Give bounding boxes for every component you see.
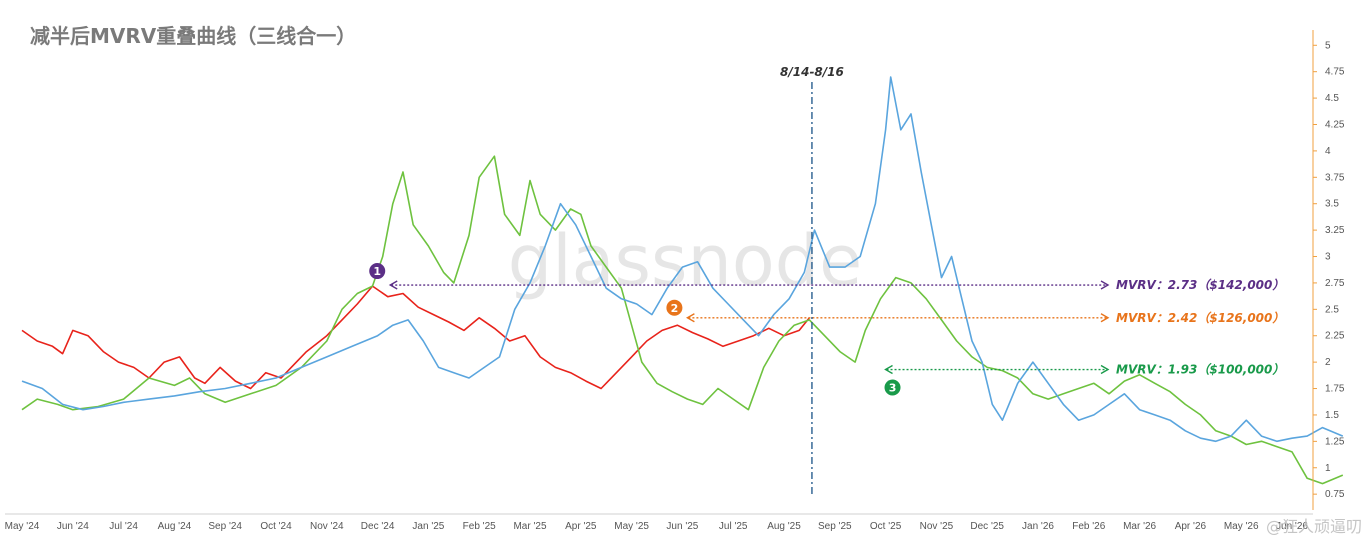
x-tick-label: May '25 [614, 521, 649, 532]
x-tick-label: Dec '24 [361, 521, 395, 532]
y-tick-label: 0.75 [1325, 489, 1345, 500]
y-axis-ticks: 0.75 1 1.25 1.5 1.75 2 2.25 2.5 2.75 3 3.25 3.5 3.75… [1313, 40, 1345, 500]
y-tick-label: 3.75 [1325, 172, 1345, 183]
annotation-marker-number: 1 [373, 265, 381, 278]
y-tick-label: 4.5 [1325, 93, 1339, 104]
annotation-arrowhead-left [685, 313, 695, 323]
x-tick-label: Mar '25 [513, 521, 546, 532]
series-group [21, 76, 1344, 485]
x-tick-label: Nov '25 [920, 521, 954, 532]
annotation-marker-number: 2 [671, 302, 679, 315]
annotation-marker [884, 379, 901, 396]
y-tick-label: 1.75 [1325, 384, 1345, 395]
y-tick-label: 1.25 [1325, 436, 1345, 447]
x-tick-label: Jun '25 [666, 521, 698, 532]
annotation-arrowhead-left [388, 280, 398, 290]
annotation-marker [666, 299, 683, 316]
x-tick-label: Feb '26 [1072, 521, 1105, 532]
x-tick-label: Jul '25 [719, 521, 748, 532]
x-tick-label: Feb '25 [463, 521, 496, 532]
chart-title: 减半后MVRV重叠曲线（三线合一） [30, 24, 357, 48]
annotation-arrowhead-left [884, 364, 893, 375]
y-tick-label: 1.5 [1325, 410, 1339, 421]
series-line-1 [21, 155, 1344, 485]
annotation-label: MVRV：1.93（$100,000） [1116, 363, 1284, 377]
annotation-arrowhead-right [1100, 364, 1110, 375]
x-tick-label: May '26 [1224, 521, 1259, 532]
annotation-marker [369, 263, 386, 280]
x-axis-ticks: May '24 Jun '24 Jul '24 Aug '24 Sep '24 Oct '… [5, 521, 1309, 532]
series-line-2 [21, 76, 1344, 443]
y-tick-label: 2.25 [1325, 331, 1345, 342]
annotation-arrowhead-right [1100, 313, 1110, 323]
y-tick-label: 2.75 [1325, 278, 1345, 289]
x-tick-label: Sep '25 [818, 521, 852, 532]
y-tick-label: 3 [1325, 252, 1331, 263]
x-tick-label: Mar '26 [1123, 521, 1156, 532]
x-tick-label: Jan '26 [1022, 521, 1054, 532]
y-tick-label: 4.25 [1325, 119, 1345, 130]
x-tick-label: Jun '26 [1276, 521, 1308, 532]
x-tick-label: Aug '25 [767, 521, 801, 532]
corner-watermark: @狂人顽逼叨 [1266, 517, 1362, 536]
y-tick-label: 1 [1325, 463, 1331, 474]
x-tick-label: Sep '24 [208, 521, 242, 532]
y-tick-label: 2 [1325, 357, 1331, 368]
x-tick-label: Nov '24 [310, 521, 344, 532]
y-tick-label: 2.5 [1325, 304, 1339, 315]
series-line-0 [21, 285, 811, 390]
x-tick-label: Jul '24 [109, 521, 138, 532]
x-tick-label: Apr '25 [565, 521, 597, 532]
x-tick-label: Jun '24 [57, 521, 89, 532]
annotation-label: MVRV：2.42（$126,000） [1116, 311, 1284, 325]
x-tick-label: Apr '26 [1175, 521, 1207, 532]
annotation-marker-number: 3 [889, 382, 897, 395]
x-tick-label: Oct '25 [870, 521, 902, 532]
x-tick-label: May '24 [5, 521, 40, 532]
x-tick-label: Oct '24 [260, 521, 292, 532]
y-tick-label: 4.75 [1325, 67, 1345, 78]
x-tick-label: Aug '24 [158, 521, 192, 532]
annotation-arrowhead-right [1100, 280, 1110, 290]
x-tick-label: Jan '25 [412, 521, 444, 532]
y-tick-label: 3.25 [1325, 225, 1345, 236]
y-tick-label: 3.5 [1325, 199, 1339, 210]
y-tick-label: 4 [1325, 146, 1331, 157]
annotations-group: MVRV：2.73（$142,000） 1 MVRV：2.42（$126,000） 2… [369, 263, 1284, 396]
event-label: 8/14-8/16 [780, 65, 844, 79]
y-tick-label: 5 [1325, 40, 1331, 51]
annotation-label: MVRV：2.73（$142,000） [1116, 278, 1284, 292]
glassnode-watermark: glassnode [508, 220, 862, 302]
x-tick-label: Dec '25 [970, 521, 1004, 532]
